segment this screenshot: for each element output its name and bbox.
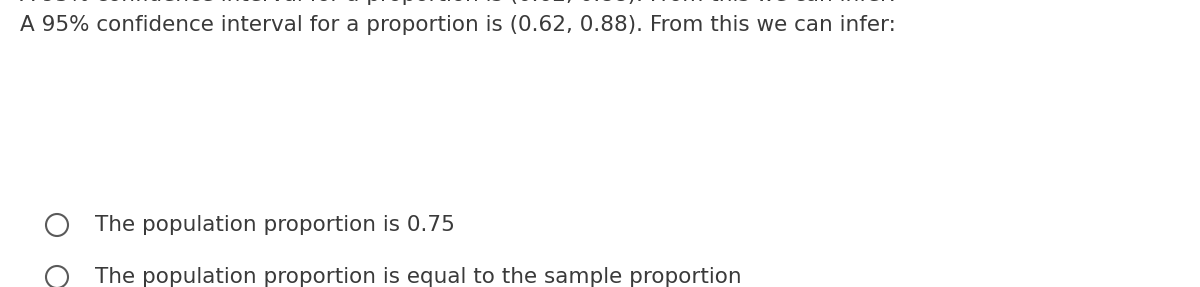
Ellipse shape: [46, 266, 68, 287]
Ellipse shape: [46, 214, 68, 236]
Text: A 95% confidence interval for a proportion is (0.62, 0.88). From this we can inf: A 95% confidence interval for a proporti…: [20, 15, 896, 35]
Text: The population proportion is 0.75: The population proportion is 0.75: [95, 215, 455, 235]
Text: The population proportion is equal to the sample proportion: The population proportion is equal to th…: [95, 267, 742, 287]
Text: A 95% confidence interval for a proportion is (0.62, 0.88). From this we can inf: A 95% confidence interval for a proporti…: [20, 0, 896, 5]
